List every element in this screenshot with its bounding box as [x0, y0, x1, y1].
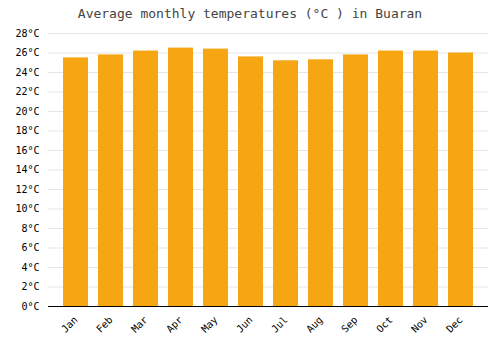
svg-text:12°C: 12°C: [15, 184, 39, 195]
svg-text:Mar: Mar: [129, 314, 150, 335]
svg-text:Nov: Nov: [409, 314, 430, 335]
svg-text:Feb: Feb: [94, 314, 115, 335]
svg-text:28°C: 28°C: [15, 28, 39, 39]
svg-text:Aug: Aug: [304, 314, 325, 335]
svg-text:May: May: [199, 314, 220, 335]
svg-text:6°C: 6°C: [21, 242, 39, 253]
svg-text:Jun: Jun: [234, 314, 255, 335]
svg-text:Sep: Sep: [339, 314, 360, 335]
svg-text:14°C: 14°C: [15, 164, 39, 175]
svg-text:10°C: 10°C: [15, 203, 39, 214]
svg-text:Dec: Dec: [444, 314, 465, 335]
svg-text:0°C: 0°C: [21, 301, 39, 312]
svg-text:16°C: 16°C: [15, 145, 39, 156]
svg-text:20°C: 20°C: [15, 106, 39, 117]
svg-text:24°C: 24°C: [15, 67, 39, 78]
svg-text:22°C: 22°C: [15, 86, 39, 97]
svg-text:Jan: Jan: [59, 314, 80, 335]
svg-text:Oct: Oct: [374, 314, 395, 335]
svg-text:2°C: 2°C: [21, 281, 39, 292]
html-text:Average monthly temperatures (: Average monthly temperatures (°C ) in Bu…: [77, 6, 423, 21]
svg-text:8°C: 8°C: [21, 223, 39, 234]
svg-text:26°C: 26°C: [15, 47, 39, 58]
svg-text:Apr: Apr: [164, 314, 185, 335]
svg-text:18°C: 18°C: [15, 125, 39, 136]
svg-text:Jul: Jul: [269, 314, 290, 335]
svg-text:4°C: 4°C: [21, 262, 39, 273]
